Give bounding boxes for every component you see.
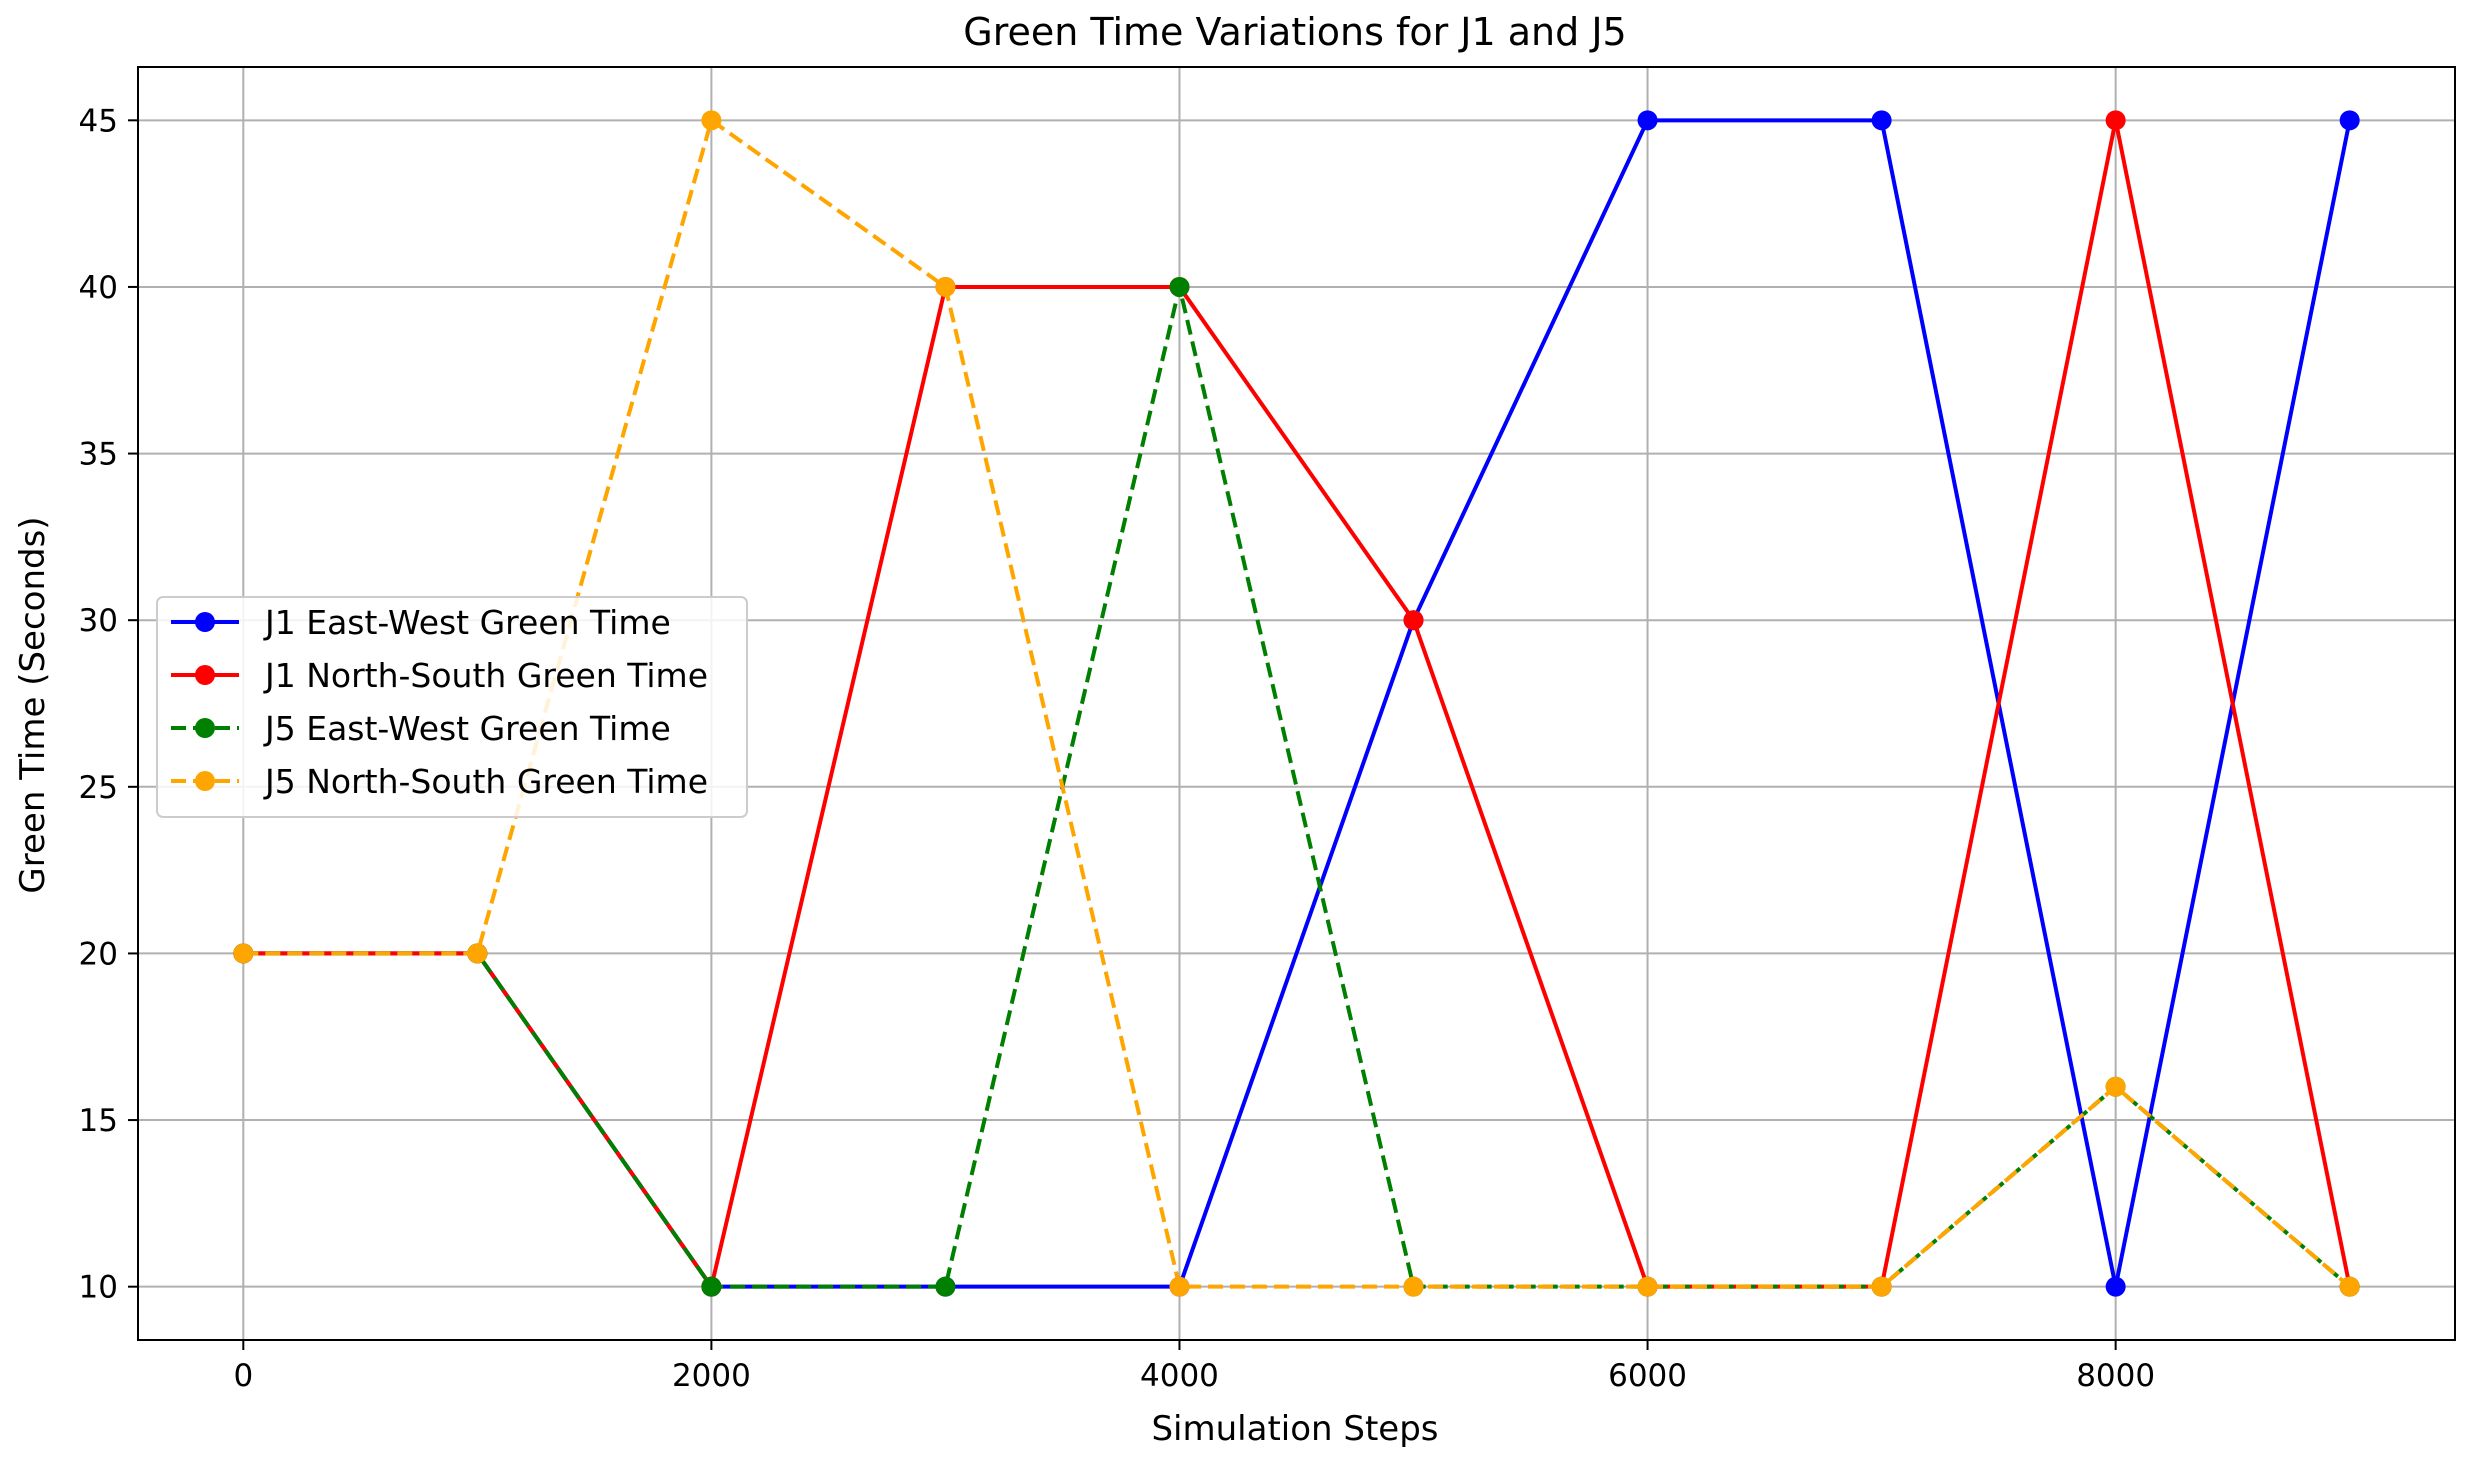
legend-label: J5 East-West Green Time [263, 709, 671, 748]
x-tick-label: 6000 [1608, 1358, 1687, 1394]
legend-item: J1 East-West Green Time [171, 603, 671, 642]
series-line [243, 118, 2351, 1289]
data-point [2339, 1276, 2360, 1297]
data-point [2339, 110, 2360, 131]
series-4 [233, 110, 2360, 1297]
y-tick-label: 10 [79, 1270, 118, 1306]
legend-marker [195, 718, 215, 738]
data-point [1637, 1276, 1658, 1297]
data-point [1637, 110, 1658, 131]
x-axis-label: Simulation Steps [1151, 1409, 1438, 1449]
data-point [2105, 1076, 2126, 1097]
legend-item: J5 North-South Green Time [171, 762, 708, 801]
data-point [1403, 610, 1424, 631]
legend-marker [195, 771, 215, 791]
data-point [1169, 276, 1190, 297]
x-tick-label: 8000 [2076, 1358, 2155, 1394]
legend-label: J5 North-South Green Time [263, 762, 708, 801]
legend-box [156, 596, 748, 818]
data-point [935, 1276, 956, 1297]
data-point [1169, 1276, 1190, 1297]
series-line [243, 118, 2352, 1289]
legend-label: J1 North-South Green Time [263, 656, 708, 695]
data-point [1871, 1276, 1892, 1297]
data-point [1871, 110, 1892, 131]
y-tick-label: 15 [79, 1103, 118, 1139]
y-tick-label: 20 [79, 936, 118, 972]
y-tick-label: 35 [79, 437, 118, 473]
legend-marker [195, 665, 215, 685]
chart-title: Green Time Variations for J1 and J5 [963, 10, 1626, 54]
y-tick-label: 25 [79, 770, 118, 806]
axis-ticks: 0 2000 4000 6000 8000 10 15 20 25 30 35 40 45 [79, 103, 2156, 1394]
y-axis-label: Green Time (Seconds) [13, 516, 53, 893]
data-point [467, 943, 488, 964]
legend: J1 East-West Green Time J1 North-South Gr… [156, 596, 748, 818]
x-tick-label: 4000 [1140, 1358, 1219, 1394]
y-tick-label: 40 [79, 270, 118, 306]
data-point [2105, 110, 2126, 131]
data-point [935, 276, 956, 297]
legend-label: J1 East-West Green Time [263, 603, 671, 642]
data-point [2105, 1276, 2126, 1297]
legend-item: J5 East-West Green Time [171, 709, 671, 748]
legend-item: J1 North-South Green Time [171, 656, 708, 695]
data-point [1403, 1276, 1424, 1297]
y-tick-label: 30 [79, 603, 118, 639]
plot-area-frame [137, 66, 2456, 1341]
series-layer [233, 110, 2360, 1297]
x-tick-label: 0 [233, 1358, 253, 1394]
data-point [233, 943, 254, 964]
y-tick-label: 45 [79, 103, 118, 139]
data-point [701, 110, 722, 131]
legend-marker [195, 612, 215, 632]
data-point [701, 1276, 722, 1297]
x-tick-label: 2000 [672, 1358, 751, 1394]
